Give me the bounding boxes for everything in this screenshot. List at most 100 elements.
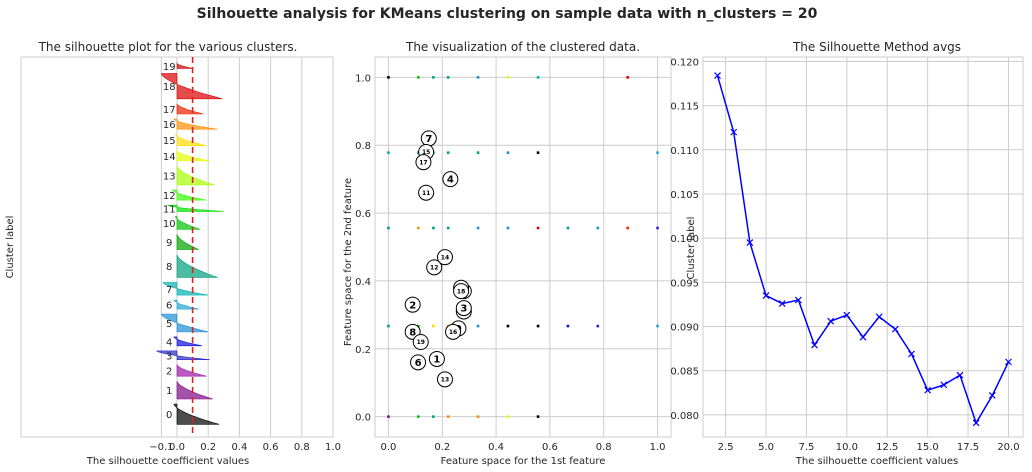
silhouette-cluster-label-9: 9	[166, 238, 172, 249]
avgs-y-tick-label: 0.105	[670, 190, 699, 201]
avgs-point-marker	[940, 381, 948, 389]
silhouette-cluster-label-15: 15	[163, 136, 176, 147]
scatter-y-tick-label: 0.8	[355, 141, 371, 152]
avgs-point-marker	[827, 317, 835, 325]
cluster-center-4	[442, 171, 459, 188]
scatter-point	[656, 324, 659, 328]
silhouette-cluster-label-5: 5	[166, 319, 172, 330]
silhouette-band-2	[176, 363, 207, 377]
avgs-y-tick-label: 0.120	[670, 57, 699, 68]
avgs-point-marker	[730, 128, 738, 136]
avgs-point-marker	[956, 371, 964, 379]
avgs-point-marker	[746, 239, 754, 247]
silhouette-cluster-label-12: 12	[163, 191, 176, 202]
scatter-point	[626, 226, 629, 230]
cluster-center-label-8: 8	[409, 327, 416, 338]
cluster-center-19	[412, 334, 429, 350]
silhouette-band-15	[174, 133, 207, 146]
scatter-x-tick-label: 0.6	[542, 442, 558, 453]
cluster-center-11	[418, 184, 435, 201]
avgs-point-marker	[714, 72, 721, 79]
scatter-point	[387, 226, 390, 230]
scatter-point	[656, 226, 659, 230]
figure-suptitle: Silhouette analysis for KMeans clusterin…	[197, 6, 818, 22]
cluster-center-label-11: 11	[422, 190, 430, 197]
cluster-center-label-1: 1	[433, 355, 440, 366]
scatter-y-tick-label: 0.6	[355, 209, 371, 220]
cluster-center-18	[453, 283, 470, 300]
silhouette-band-19	[176, 62, 193, 69]
scatter-point	[506, 226, 510, 230]
scatter-title: The visualization of the clustered data.	[405, 40, 640, 54]
scatter-point	[446, 226, 450, 230]
cluster-center-6	[410, 354, 427, 371]
avgs-point-marker	[972, 419, 980, 427]
avgs-ticks: 2.5 5.0 7.5 10.0 12.5 15.0 17.5 20.0 0.080 0.085 0…	[670, 57, 1019, 453]
avgs-x-tick-label: 17.5	[957, 442, 979, 453]
silhouette-band-1	[176, 381, 213, 400]
scatter-point	[656, 151, 659, 154]
avgs-x-tick-label: 2.5	[718, 442, 734, 453]
silhouette-x-tick-label: 0.4	[231, 442, 247, 453]
avgs-gridlines	[703, 57, 1023, 437]
scatter-point	[446, 415, 450, 418]
avgs-y-tick-label: 0.085	[670, 367, 699, 378]
silhouette-band-18	[160, 73, 223, 100]
scatter-point	[476, 324, 480, 328]
silhouette-x-ticks: −0.10.0 0.2 0.4 0.6 0.8 1.0	[149, 442, 341, 453]
avgs-point-marker	[811, 341, 818, 349]
silhouette-band-0	[173, 403, 220, 425]
silhouette-cluster-label-8: 8	[166, 262, 172, 273]
silhouette-band-10	[174, 216, 201, 230]
silhouette-x-tick-label: 0.6	[263, 442, 279, 453]
silhouette-ylabel: Cluster label	[5, 216, 16, 279]
cluster-center-label-14: 14	[441, 254, 449, 261]
scatter-point	[387, 76, 390, 79]
cluster-center-label-17: 17	[419, 159, 427, 166]
scatter-x-tick-label: 0.2	[434, 442, 450, 453]
silhouette-cluster-label-16: 16	[163, 120, 176, 131]
avgs-x-tick-label: 10.0	[836, 442, 858, 453]
avgs-y-tick-label: 0.080	[670, 411, 699, 422]
cluster-center-13	[436, 371, 453, 388]
avgs-point-marker	[859, 333, 867, 341]
scatter-x-tick-label: 0.0	[381, 442, 397, 453]
silhouette-cluster-label-11: 11	[163, 204, 176, 215]
silhouette-cluster-label-13: 13	[163, 171, 176, 182]
silhouette-title: The silhouette plot for the various clus…	[38, 40, 298, 54]
avgs-point-marker	[1005, 358, 1012, 366]
scatter-point	[432, 76, 435, 79]
scatter-point	[432, 324, 435, 328]
scatter-point	[566, 226, 570, 230]
scatter-point	[476, 415, 480, 418]
scatter-point	[387, 151, 390, 154]
silhouette-cluster-label-3: 3	[166, 351, 172, 362]
cluster-center-1	[428, 350, 445, 367]
cluster-center-label-19: 19	[417, 339, 425, 346]
silhouette-band-13	[176, 165, 215, 186]
cluster-center-2	[404, 296, 421, 313]
scatter-point	[446, 151, 450, 154]
scatter-ylabel: Feature space for the 2nd feature	[343, 178, 354, 346]
silhouette-cluster-label-10: 10	[163, 219, 176, 230]
scatter-ticks: 0.0 0.2 0.4 0.6 0.8 1.0 0.0 0.2 0.4 0.6 0.8 1.0	[355, 73, 665, 453]
silhouette-band-3	[155, 350, 210, 361]
avgs-point-marker	[891, 325, 899, 333]
silhouette-band-9	[176, 234, 199, 250]
scatter-point	[417, 226, 420, 230]
avgs-plot-area	[702, 56, 1024, 438]
scatter-point	[566, 324, 570, 328]
scatter-point	[432, 226, 435, 230]
scatter-point	[536, 415, 540, 418]
scatter-y-tick-label: 0.4	[355, 277, 371, 288]
avgs-title: The Silhouette Method avgs	[792, 40, 961, 54]
cluster-center-label-4: 4	[447, 175, 454, 186]
silhouette-cluster-label-6: 6	[166, 301, 172, 312]
avgs-point-marker	[843, 311, 851, 319]
scatter-point	[536, 226, 540, 230]
scatter-point	[626, 76, 629, 79]
silhouette-x-tick-label: 0.2	[200, 442, 216, 453]
